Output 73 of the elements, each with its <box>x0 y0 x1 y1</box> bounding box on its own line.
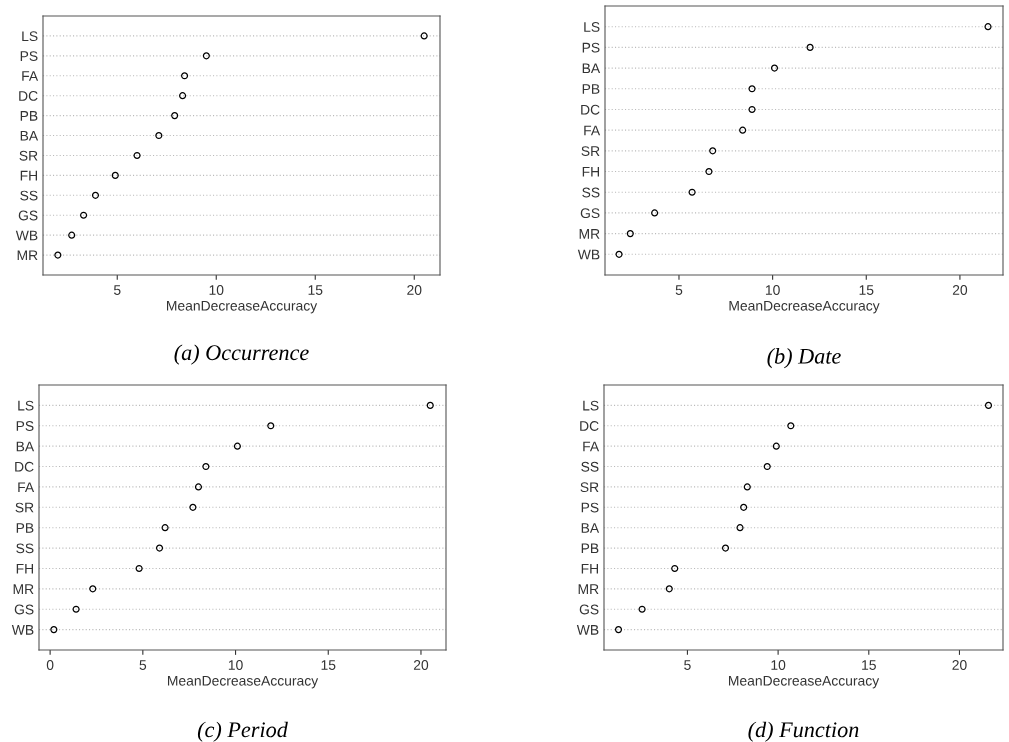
y-tick-label: SS <box>581 461 599 472</box>
y-tick-label: MR <box>579 229 600 239</box>
y-tick-label: SR <box>19 150 38 161</box>
y-tick-label: PS <box>20 51 38 62</box>
y-tick-label: BA <box>20 131 39 141</box>
y-tick-label: WB <box>576 625 599 635</box>
x-tick-label: 20 <box>407 285 422 295</box>
x-tick-label: 10 <box>209 285 224 295</box>
y-tick-label: MR <box>17 250 38 261</box>
y-tick-label: FH <box>581 563 599 574</box>
x-tick-label: 10 <box>771 660 786 670</box>
x-tick-label: 20 <box>952 285 968 295</box>
y-tick-label: LS <box>584 22 600 32</box>
x-axis-title: MeanDecreaseAccuracy <box>166 300 318 314</box>
x-axis-title: MeanDecreaseAccuracy <box>167 675 319 689</box>
y-tick-label: DC <box>15 461 34 472</box>
y-tick-label: PB <box>20 111 38 121</box>
y-tick-label: LS <box>18 400 34 411</box>
y-tick-label: PS <box>16 421 34 431</box>
y-tick-label: SS <box>582 187 600 198</box>
y-tick-label: BA <box>581 523 600 533</box>
y-tick-label: GS <box>14 604 34 615</box>
y-tick-label: WB <box>15 230 38 241</box>
y-tick-label: BA <box>16 441 35 452</box>
y-tick-label: GS <box>18 210 38 221</box>
y-tick-label: FA <box>584 125 601 136</box>
y-tick-label: LS <box>583 400 599 411</box>
y-tick-label: SR <box>580 482 599 493</box>
y-tick-label: PB <box>16 523 34 533</box>
y-tick-label: FH <box>20 170 38 181</box>
x-tick-label: 5 <box>139 660 147 670</box>
y-tick-label: DC <box>19 91 38 101</box>
y-tick-label: LS <box>22 31 38 42</box>
y-tick-label: MR <box>13 584 34 594</box>
text: (c) Period <box>197 721 288 742</box>
y-tick-label: PB <box>581 543 599 554</box>
y-tick-label: BA <box>582 63 601 74</box>
y-tick-label: FA <box>22 71 39 81</box>
x-tick-label: 15 <box>859 285 874 295</box>
y-tick-label: PB <box>582 84 600 94</box>
x-axis-title: MeanDecreaseAccuracy <box>729 300 880 314</box>
x-tick-label: 10 <box>765 285 780 295</box>
y-tick-label: SS <box>20 190 38 201</box>
y-tick-label: DC <box>581 104 600 115</box>
y-tick-label: MR <box>578 584 599 594</box>
y-tick-label: FH <box>16 563 34 574</box>
y-tick-label: WB <box>577 249 600 260</box>
y-tick-label: PS <box>582 42 600 53</box>
y-tick-label: FA <box>18 482 35 492</box>
x-tick-label: 5 <box>684 660 691 670</box>
y-tick-label: FH <box>582 167 600 177</box>
text: (b) Date <box>767 348 841 369</box>
text: (d) Function <box>748 721 859 742</box>
x-tick-label: 10 <box>228 660 243 670</box>
y-tick-label: PS <box>581 502 599 513</box>
x-tick-label: 15 <box>321 660 336 670</box>
y-tick-label: SR <box>581 146 600 157</box>
y-tick-label: SR <box>15 502 34 513</box>
x-tick-label: 0 <box>46 660 54 670</box>
x-tick-label: 5 <box>675 285 683 295</box>
x-tick-label: 15 <box>308 285 323 295</box>
x-axis-title: MeanDecreaseAccuracy <box>728 675 880 689</box>
text: (a) Occurrence <box>174 344 309 365</box>
x-tick-label: 15 <box>862 660 876 670</box>
y-tick-label: SS <box>16 543 34 554</box>
x-tick-label: 20 <box>952 660 967 670</box>
y-tick-label: GS <box>579 604 599 615</box>
y-tick-label: FA <box>583 441 600 452</box>
x-tick-label: 5 <box>113 285 121 295</box>
y-tick-label: WB <box>11 625 34 635</box>
x-tick-label: 20 <box>413 660 429 670</box>
y-tick-label: DC <box>580 421 599 431</box>
y-tick-label: GS <box>580 208 600 219</box>
